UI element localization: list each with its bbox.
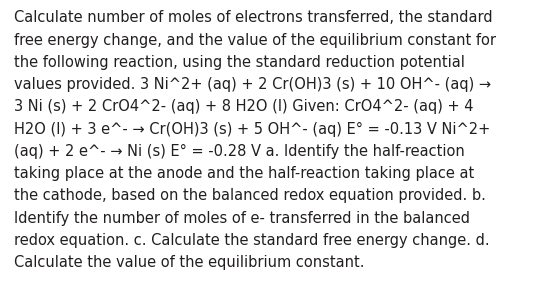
Text: (aq) + 2 e^- → Ni (s) E° = -0.28 V a. Identify the half-reaction: (aq) + 2 e^- → Ni (s) E° = -0.28 V a. Id… (14, 144, 465, 159)
Text: free energy change, and the value of the equilibrium constant for: free energy change, and the value of the… (14, 33, 496, 47)
Text: values provided. 3 Ni^2+ (aq) + 2 Cr(OH)3 (s) + 10 OH^- (aq) →: values provided. 3 Ni^2+ (aq) + 2 Cr(OH)… (14, 77, 491, 92)
Text: the cathode, based on the balanced redox equation provided. b.: the cathode, based on the balanced redox… (14, 188, 486, 203)
Text: H2O (l) + 3 e^- → Cr(OH)3 (s) + 5 OH^- (aq) E° = -0.13 V Ni^2+: H2O (l) + 3 e^- → Cr(OH)3 (s) + 5 OH^- (… (14, 122, 490, 137)
Text: taking place at the anode and the half-reaction taking place at: taking place at the anode and the half-r… (14, 166, 474, 181)
Text: Calculate number of moles of electrons transferred, the standard: Calculate number of moles of electrons t… (14, 10, 493, 25)
Text: 3 Ni (s) + 2 CrO4^2- (aq) + 8 H2O (l) Given: CrO4^2- (aq) + 4: 3 Ni (s) + 2 CrO4^2- (aq) + 8 H2O (l) Gi… (14, 99, 473, 114)
Text: redox equation. c. Calculate the standard free energy change. d.: redox equation. c. Calculate the standar… (14, 233, 489, 248)
Text: Identify the number of moles of e- transferred in the balanced: Identify the number of moles of e- trans… (14, 211, 470, 226)
Text: Calculate the value of the equilibrium constant.: Calculate the value of the equilibrium c… (14, 255, 364, 270)
Text: the following reaction, using the standard reduction potential: the following reaction, using the standa… (14, 55, 465, 70)
